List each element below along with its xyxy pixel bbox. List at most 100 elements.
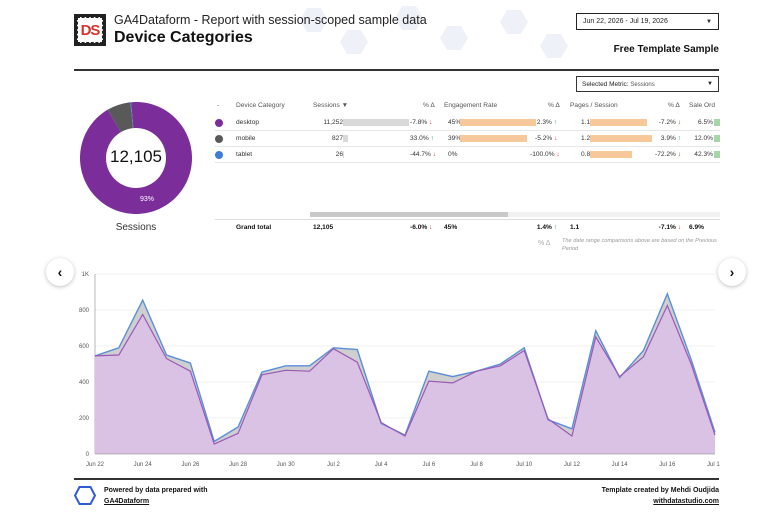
sessions-value: 11,252 — [323, 119, 343, 126]
x-tick-label: Jun 24 — [134, 462, 153, 468]
date-range-picker[interactable]: Jun 22, 2026 - Jul 19, 2026 ▼ — [576, 13, 719, 30]
grand-total-label: Grand total — [236, 224, 272, 231]
sessions-delta: 33.0% ↑ — [410, 135, 434, 142]
donut-slice-tablet — [130, 102, 134, 129]
series-area-sessions — [95, 305, 715, 454]
donut-slice-desktop — [80, 102, 192, 215]
grand-total-sessions-delta: -6.0% ↓ — [410, 224, 432, 231]
delta-arrow-icon: ↑ — [551, 224, 557, 231]
sessions-bar — [343, 135, 348, 142]
prev-page-button[interactable]: ‹ — [46, 258, 74, 286]
hex-shape — [440, 26, 468, 50]
sessions-bar — [343, 119, 409, 126]
table-scrollbar-thumb[interactable] — [310, 212, 508, 217]
y-tick-label: 1K — [82, 272, 89, 278]
table-header: - Device Category Sessions ▼ % Δ Engagem… — [215, 98, 720, 114]
delta-arrow-icon: ↓ — [675, 151, 682, 158]
delta-arrow-icon: ↓ — [427, 224, 433, 231]
device-category: desktop — [236, 119, 260, 126]
sale-value: 42.3% — [694, 151, 713, 158]
donut-caption: Sessions — [115, 222, 157, 233]
delta-arrow-icon: ↑ — [428, 135, 434, 142]
grand-total-row: Grand total 12,105 -6.0% ↓ 45% 1.4% ↑ 1.… — [215, 219, 720, 235]
delta-arrow-icon: ↑ — [551, 119, 557, 126]
logo-frame: DS — [77, 17, 103, 43]
table-scrollbar[interactable] — [310, 212, 720, 217]
header-divider — [74, 69, 719, 71]
withdatastudio-link[interactable]: withdatastudio.com — [653, 497, 719, 505]
header-engagement-rate[interactable]: Engagement Rate — [444, 102, 498, 109]
powered-by-text: Powered by data prepared with — [104, 487, 208, 494]
chevron-left-icon: ‹ — [57, 264, 63, 280]
pps-delta-value: 3.9% — [660, 135, 676, 142]
pps-value: 1.1 — [581, 119, 591, 126]
timeseries-svg: 0 200 400 600 800 1K Jun 22 Jun 24 Jun 26 Jun 28 J… — [79, 272, 724, 468]
header-pages-per-session[interactable]: Pages / Session — [570, 102, 618, 109]
header-device-category[interactable]: Device Category — [236, 102, 285, 109]
pps-bar — [590, 151, 632, 158]
sale-bar — [714, 151, 720, 158]
series-line-sessions — [94, 303, 716, 445]
header-pps-delta[interactable]: % Δ — [668, 102, 680, 109]
footer-divider — [74, 478, 719, 480]
x-tick-label: Jul 14 — [612, 462, 629, 468]
metric-selector-label: Selected Metric: — [582, 80, 629, 88]
app-title: GA4Dataform - Report with session-scoped… — [114, 13, 427, 27]
pps-bar — [590, 135, 652, 142]
table-row[interactable]: desktop 11,252 -7.8% ↓ 45% 2.3% ↑ 1.1 -7… — [215, 115, 720, 131]
caret-down-icon: ▼ — [707, 81, 713, 87]
sessions-value: 827 — [331, 135, 343, 142]
engagement-delta-value: -5.2% — [535, 135, 553, 142]
sessions-value: 26 — [335, 151, 343, 158]
sale-value: 6.5% — [697, 119, 713, 126]
engagement-value: 39% — [448, 135, 462, 142]
header-index: - — [217, 102, 220, 109]
engagement-value: 0% — [448, 151, 458, 158]
legend-dot — [215, 135, 223, 143]
legend-dot — [215, 151, 223, 159]
engagement-value: 45% — [448, 119, 462, 126]
hex-shape — [340, 30, 368, 54]
engagement-delta: -100.0% ↓ — [530, 151, 560, 158]
grand-total-engagement-delta: 1.4% ↑ — [535, 224, 557, 231]
sale-bar — [714, 135, 720, 142]
x-tick-label: Jul 18 — [707, 462, 720, 468]
grand-total-engagement: 45% — [444, 224, 458, 231]
sessions-delta-value: -7.8% — [410, 119, 428, 126]
x-tick-label: Jul 6 — [423, 462, 436, 468]
delta-arrow-icon: ↓ — [430, 151, 437, 158]
delta-arrow-icon: ↓ — [552, 135, 558, 142]
delta-arrow-icon: ↓ — [675, 224, 681, 231]
sessions-delta: -7.8% ↓ — [410, 119, 432, 126]
logo-text: DS — [80, 21, 101, 39]
header-sessions-delta[interactable]: % Δ — [423, 102, 435, 109]
legend-dot — [215, 119, 223, 127]
grand-total-engagement-delta-value: 1.4% — [536, 224, 552, 231]
template-label: Free Template Sample — [613, 44, 719, 55]
header-sale-ord[interactable]: Sale Ord — [689, 102, 716, 109]
y-tick-label: 200 — [79, 416, 90, 422]
header-engagement-delta[interactable]: % Δ — [548, 102, 560, 109]
y-tick-label: 400 — [79, 380, 90, 386]
grand-total-sale: 6.9% — [689, 224, 705, 231]
table-row[interactable]: mobile 827 33.0% ↑ 39% -5.2% ↓ 1.2 3.9% … — [215, 131, 720, 147]
date-range-value: Jun 22, 2026 - Jul 19, 2026 — [583, 18, 668, 25]
pps-delta-value: -72.2% — [655, 151, 676, 158]
sessions-delta: -44.7% ↓ — [410, 151, 436, 158]
engagement-delta: -5.2% ↓ — [535, 135, 557, 142]
next-page-button[interactable]: › — [718, 258, 746, 286]
ga4dataform-link[interactable]: GA4Dataform — [104, 497, 150, 505]
pps-bar — [590, 119, 648, 126]
grand-total-pps-delta-value: -7.1% — [658, 224, 676, 231]
header-sessions[interactable]: Sessions ▼ — [313, 102, 349, 109]
metric-selector-text: Selected Metric: Sessions — [582, 81, 655, 88]
ds-logo: DS — [74, 14, 106, 46]
x-tick-label: Jul 12 — [564, 462, 581, 468]
pps-delta: -7.2% ↓ — [655, 119, 681, 126]
table-row[interactable]: tablet 26 -44.7% ↓ 0% -100.0% ↓ 0.8 -72.… — [215, 147, 720, 163]
y-tick-label: 0 — [86, 452, 90, 458]
pps-delta-value: -7.2% — [658, 119, 676, 126]
metric-selector[interactable]: Selected Metric: Sessions ▼ — [576, 76, 719, 92]
engagement-delta: 2.3% ↑ — [535, 119, 557, 126]
y-tick-label: 800 — [79, 308, 90, 314]
